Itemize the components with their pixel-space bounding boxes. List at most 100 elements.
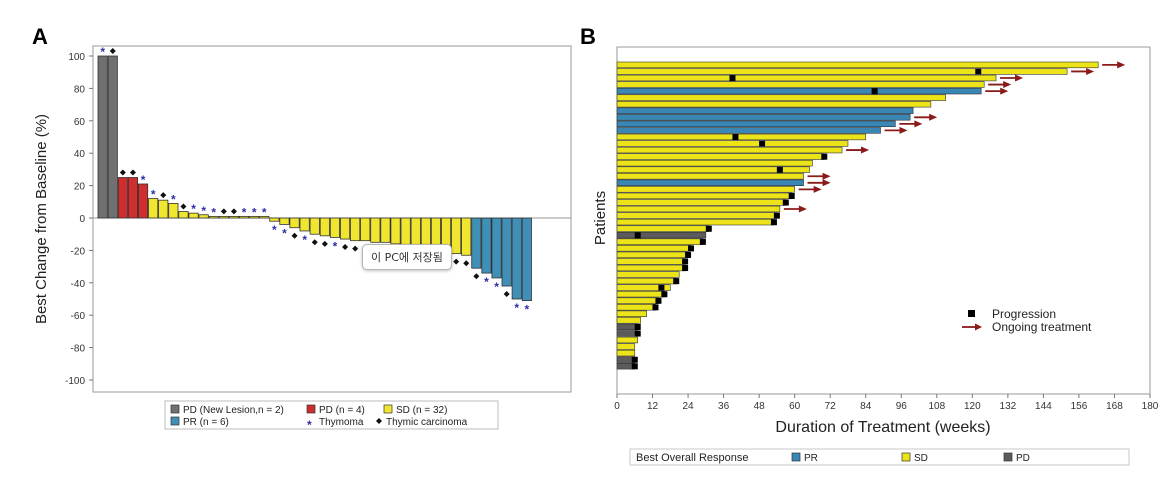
response-swatch-sd <box>901 452 911 462</box>
thymic-carcinoma-marker <box>453 258 460 265</box>
waterfall-bar-sd <box>198 214 209 219</box>
waterfall-bar-sd <box>451 217 462 255</box>
plot-frame-a <box>92 45 572 393</box>
thymoma-marker: * <box>514 301 519 315</box>
x-tick-label: 96 <box>896 401 908 412</box>
thymoma-marker: * <box>333 239 338 253</box>
x-tick-label: 144 <box>1035 401 1052 412</box>
waterfall-bar-sd <box>360 217 371 242</box>
x-tick-label: 48 <box>754 401 766 412</box>
y-tick-label: -20 <box>71 246 86 257</box>
legend-thymoma-label: Thymoma <box>319 417 364 428</box>
ongoing-arrow-head <box>1015 74 1024 82</box>
legend-label: PR (n = 6) <box>183 417 229 428</box>
x-tick-label: 36 <box>718 401 730 412</box>
progression-marker <box>634 324 641 330</box>
thymoma-marker: * <box>484 275 489 289</box>
duration-bar-pr <box>616 120 896 128</box>
progression-marker <box>673 278 680 285</box>
duration-bar-sd <box>616 101 932 108</box>
waterfall-bar-sd <box>269 217 280 222</box>
waterfall-bar-sd <box>380 217 391 243</box>
thymic-carcinoma-marker <box>321 240 328 247</box>
swimmer-chart: 0 12 24 36 48 60 72 84 96 108 120 132 144 156 168 180 Du… <box>592 46 1159 466</box>
duration-bar-sd <box>616 349 636 357</box>
x-tick-label: 72 <box>825 401 837 412</box>
duration-bar-sd <box>616 245 692 252</box>
thymoma-marker: * <box>151 188 156 202</box>
duration-bar-sd <box>616 251 689 259</box>
duration-bar-sd <box>616 336 639 344</box>
waterfall-bar-sd <box>329 217 340 238</box>
duration-bar-pd <box>616 323 639 331</box>
progression-marker <box>975 68 982 75</box>
duration-bar-sd <box>616 284 671 291</box>
progression-marker <box>688 245 695 252</box>
response-legend-title: Best Overall Response <box>636 452 749 464</box>
duration-bar-sd <box>616 218 775 226</box>
thymic-carcinoma-marker <box>463 260 470 267</box>
duration-bar-sd <box>616 133 867 141</box>
thymoma-marker: * <box>141 173 146 187</box>
response-swatch-pr <box>791 452 801 462</box>
x-tick-label: 60 <box>789 401 801 412</box>
waterfall-bar-pr <box>481 217 492 274</box>
ongoing-arrow-head <box>861 146 870 154</box>
y-tick-label: 60 <box>74 117 86 128</box>
response-label: PD <box>1016 453 1030 464</box>
progression-marker <box>652 304 659 311</box>
ongoing-arrow-head <box>822 179 831 187</box>
progression-marker <box>729 75 736 82</box>
y-tick-label: -40 <box>71 279 86 290</box>
waterfall-bar-pr <box>471 217 482 269</box>
waterfall-bar-pd <box>117 177 128 219</box>
waterfall-bar-sd <box>339 217 351 240</box>
x-tick-label: 108 <box>928 401 945 412</box>
thymoma-marker: * <box>252 205 257 219</box>
legend-progression-label: Progression <box>992 307 1056 321</box>
duration-bar-sd <box>616 159 813 167</box>
y-tick-label: -80 <box>71 344 86 355</box>
y-tick-label: 0 <box>79 214 85 225</box>
thymic-carcinoma-marker <box>109 48 116 54</box>
waterfall-bar-sd <box>238 215 250 219</box>
legend-diamond-symbol <box>376 418 382 424</box>
y-axis-label: Best Change from Baseline (%) <box>33 114 50 324</box>
duration-bar-sd <box>616 205 781 213</box>
x-tick-label: 24 <box>683 401 695 412</box>
progression-marker <box>682 265 689 272</box>
waterfall-bar-sd <box>259 215 270 219</box>
progression-marker <box>682 258 689 265</box>
duration-bar-pr <box>616 127 881 134</box>
ongoing-arrow-head <box>798 205 807 213</box>
waterfall-bar-pr <box>491 217 502 279</box>
waterfall-bar-sd <box>309 217 320 235</box>
duration-bar-sd <box>616 81 985 88</box>
thymic-carcinoma-marker <box>352 245 359 252</box>
thymoma-marker: * <box>272 223 277 237</box>
ongoing-arrow-head <box>1003 81 1012 89</box>
thymic-carcinoma-marker <box>220 208 227 215</box>
waterfall-bar-sd <box>178 211 189 219</box>
x-tick-label: 156 <box>1071 401 1088 412</box>
duration-bar-sd <box>616 173 804 180</box>
ongoing-arrow-head <box>813 185 822 193</box>
waterfall-bar-pr <box>511 217 522 300</box>
waterfall-bar-sd <box>299 217 310 232</box>
duration-bar-sd <box>616 304 656 311</box>
thymic-carcinoma-marker <box>291 232 298 239</box>
thymoma-marker: * <box>282 226 287 240</box>
duration-bar-sd <box>616 94 946 101</box>
ongoing-arrow-head <box>1086 67 1095 75</box>
progression-marker <box>631 363 638 370</box>
legend-label: PD (n = 4) <box>319 405 365 416</box>
panel-b-letter: B <box>580 24 596 49</box>
waterfall-bar-sd <box>370 217 381 243</box>
thymoma-marker: * <box>262 205 267 219</box>
x-tick-label: 132 <box>1000 401 1017 412</box>
waterfall-bar-sd <box>279 217 290 225</box>
waterfall-bar-sd <box>410 217 421 248</box>
waterfall-bar-pr <box>521 217 532 302</box>
duration-bar-sd <box>616 290 665 298</box>
